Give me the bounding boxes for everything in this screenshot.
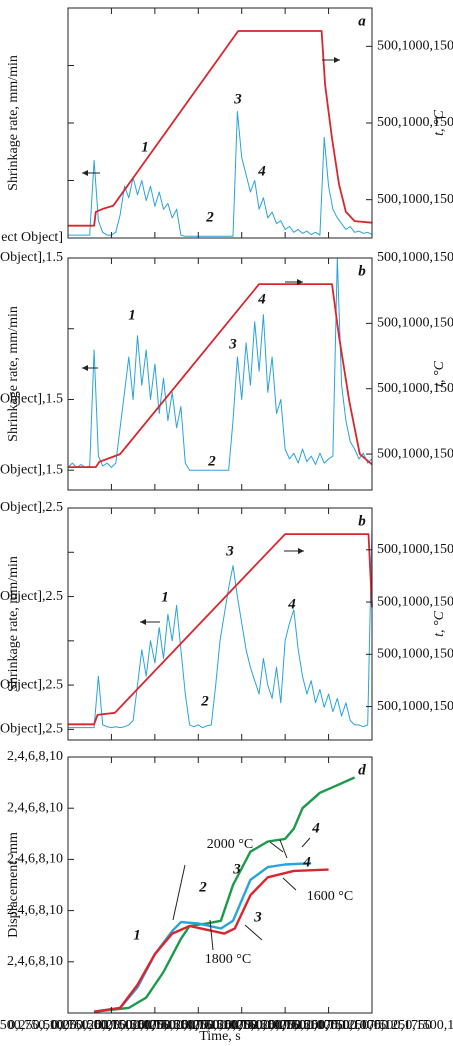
x-tick-label: 0,250,500,750,1000,1250,1500,1750 (182, 1018, 389, 1033)
y-tick-label: 2,4,6,8,10 (7, 749, 63, 764)
leader-line (282, 877, 297, 891)
data-line (93, 862, 312, 1013)
annotation: 3 (232, 861, 241, 877)
plot-frame (67, 257, 373, 491)
annotation: 3 (253, 909, 262, 925)
y2-tick-label: 500,1000,1500,2000 (377, 446, 453, 461)
y2-tick-label: 500,1000,1500 (377, 115, 453, 130)
annotation: 3 (233, 91, 242, 107)
data-line (68, 533, 373, 726)
y-tick-label: 2,4,6,8,10 (7, 800, 63, 815)
y2-axis-label: t, °C (432, 610, 447, 636)
leader-line (209, 919, 214, 951)
y-tick-label: 0,0.5,[object Object],1.5,[object Object… (0, 677, 63, 692)
annotation: 4 (311, 820, 320, 836)
leader-line (269, 841, 284, 853)
y2-tick-label: 500,1000,1500,2000 (377, 316, 453, 331)
leader-line (279, 839, 288, 859)
annotation: 2 (207, 453, 216, 469)
panel-label: b (358, 263, 366, 279)
x-tick-label: 0,250,500,750,1000,1250,1500,1750 (269, 1018, 453, 1033)
annotation: 3 (225, 543, 234, 559)
y2-tick-label: 500,1000,1500,2000 (377, 647, 453, 662)
panel-label: a (358, 13, 366, 29)
leader-line (244, 924, 263, 941)
y-tick-label: 0,0.5,[object Object],1.5 (0, 462, 63, 477)
x-tick-label: 0,250,500,750,1000,1250,1500,1750 (138, 1018, 345, 1033)
y-tick-label: 0,0.5,[object Object],1.5,[object Object… (0, 589, 63, 604)
plot-frame (67, 756, 373, 1014)
arrow-head (298, 548, 304, 554)
y-tick-label: 0,0.5,[object Object],1.5,[object Object… (0, 500, 63, 515)
y-tick-label: 2,4,6,8,10 (7, 852, 63, 867)
annotation: 4 (257, 163, 266, 179)
y2-tick-label: 500,1000,1500,2000 (377, 381, 453, 396)
arrow-head (140, 619, 146, 625)
y2-axis-label: t, °C (432, 109, 447, 135)
annotation: 1 (128, 307, 136, 323)
x-tick-label: 0,250,500,750,1000,1250,1500,1750 (0, 1018, 171, 1033)
annotation: 2000 °C (207, 837, 253, 852)
data-line (67, 257, 373, 471)
panel-label: b (358, 513, 366, 529)
y-axis-label: Shrinkage rate, mm/min (6, 55, 21, 191)
y-axis-label: Shrinkage rate, mm/min (6, 556, 21, 692)
panel-label: d (358, 762, 366, 778)
data-line (93, 776, 356, 1013)
annotation: 1 (161, 589, 169, 605)
annotation: 2 (198, 879, 207, 895)
y2-tick-label: 500,1000,1500 (377, 192, 453, 207)
y2-tick-label: 500,1000,1500,2000 (377, 594, 453, 609)
annotation: 1800 °C (205, 952, 251, 967)
x-tick-label: 0,250,500,750,1000,1250,1500,1750 (225, 1018, 432, 1033)
annotation: 1 (133, 927, 141, 943)
annotation: 2 (200, 693, 209, 709)
arrow-head (82, 170, 88, 176)
plot-frame (67, 7, 373, 239)
annotation: 4 (257, 291, 266, 307)
data-line (68, 111, 373, 237)
y2-axis-label: t, °C (432, 360, 447, 386)
data-line (68, 30, 373, 227)
data-line (68, 525, 373, 729)
x-tick-label: 0,250,500,750,1000,1250,1500,1750 (8, 1018, 215, 1033)
arrow-head (334, 57, 340, 63)
data-line (68, 283, 373, 468)
y-axis-label: Shrinkage rate, mm/min (6, 306, 21, 442)
y-axis-label: Displacement, mm (6, 832, 21, 938)
arrow-head (82, 365, 88, 371)
y2-tick-label: 500,1000,1500,2000 (377, 699, 453, 714)
y2-tick-label: 500,1000,1500 (377, 39, 453, 54)
x-tick-label: 0,250,500,750,1000,1250,1500,1750 (52, 1018, 259, 1033)
y-tick-label: 0,[object Object],[object Object],[objec… (0, 230, 63, 245)
y2-tick-label: 500,1000,1500,2000 (377, 250, 453, 265)
y2-tick-label: 500,1000,1500,2000 (377, 542, 453, 557)
y-tick-label: 0,0.5,[object Object],1.5 (0, 250, 63, 265)
annotation: 2 (205, 209, 214, 225)
annotation: 1600 °C (307, 889, 353, 904)
y-tick-label: 2,4,6,8,10 (7, 903, 63, 918)
annotation: 3 (228, 336, 237, 352)
x-axis-label: Time, s (199, 1029, 241, 1044)
plot-frame (67, 507, 373, 741)
x-tick-label: 0,250,500,750,1000,1250,1500,1750 (95, 1018, 302, 1033)
leader-line (172, 864, 186, 921)
y-tick-label: 2,4,6,8,10 (7, 954, 63, 969)
annotation: 1 (141, 139, 149, 155)
annotation: 4 (287, 596, 296, 612)
data-line (93, 868, 329, 1013)
leader-line (301, 837, 311, 848)
y-tick-label: 0,0.5,[object Object],1.5 (0, 392, 63, 407)
y-tick-label: 0,0.5,[object Object],1.5,[object Object… (0, 722, 63, 737)
arrow-head (297, 279, 303, 285)
annotation: 4 (302, 854, 311, 870)
